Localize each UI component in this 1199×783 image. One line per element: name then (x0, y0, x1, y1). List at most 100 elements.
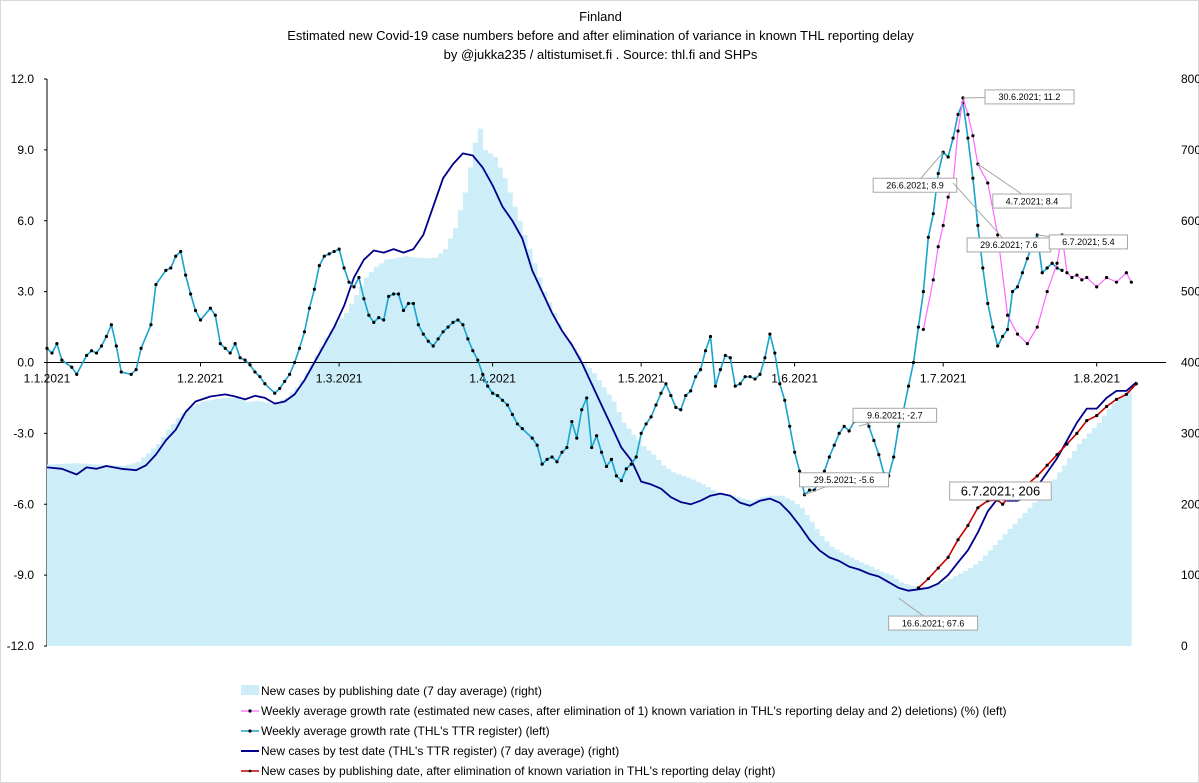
bar (91, 464, 97, 646)
data-point (956, 538, 960, 542)
bar (304, 373, 310, 646)
bar (66, 463, 73, 646)
bar (324, 337, 330, 646)
data-point (535, 443, 539, 447)
data-point (89, 349, 94, 353)
data-point (114, 344, 118, 348)
bar (1116, 397, 1122, 646)
bar (789, 500, 795, 646)
bar (220, 397, 226, 646)
bar (859, 562, 865, 646)
bar (245, 402, 251, 646)
bar (279, 399, 285, 646)
data-point (708, 334, 713, 339)
bar (1086, 433, 1093, 646)
data-point (931, 212, 935, 216)
legend-swatch-cyan (241, 729, 259, 733)
bar (1047, 486, 1053, 646)
data-point (1085, 275, 1089, 280)
left-tick-label: 9.0 (17, 143, 34, 157)
data-point (1055, 453, 1059, 457)
bar (774, 495, 781, 646)
bar (314, 355, 320, 646)
legend-label-cyan: Weekly average growth rate (THL's TTR re… (261, 724, 550, 738)
bar (992, 545, 998, 646)
data-point (842, 424, 846, 428)
data-point (94, 351, 99, 355)
data-point (788, 424, 792, 428)
data-point (986, 301, 990, 306)
callout-label: 29.5.2021; -5.6 (814, 475, 875, 485)
bar (720, 494, 726, 646)
bar (1121, 394, 1127, 646)
data-point (322, 254, 326, 258)
bar (601, 387, 607, 646)
bar (740, 498, 746, 646)
bar (670, 472, 677, 646)
data-point (763, 356, 767, 360)
bar (294, 387, 300, 646)
data-point (634, 455, 638, 459)
data-point (515, 422, 519, 426)
data-point (916, 586, 921, 590)
data-point (1114, 280, 1119, 284)
plot-area: 12.0 9.0 6.0 3.0 0.0 -3.0 -6.0 -9.0 -12.0 800 700 6… (7, 72, 1199, 653)
data-point (1104, 404, 1109, 409)
data-point (1114, 397, 1119, 401)
data-point (976, 223, 980, 228)
left-tick-label: -6.0 (13, 497, 34, 511)
data-point (1045, 266, 1049, 270)
data-point (575, 436, 579, 440)
bar (690, 479, 696, 646)
data-point (283, 379, 287, 383)
bar (685, 477, 691, 646)
data-point (743, 375, 747, 379)
bar (309, 364, 315, 646)
data-point (1050, 261, 1054, 265)
data-point (639, 431, 643, 435)
bar (61, 463, 68, 646)
data-point (1035, 474, 1039, 478)
bar (383, 259, 389, 646)
data-point (966, 112, 970, 117)
bar (962, 570, 969, 646)
bar (532, 263, 538, 646)
data-point (119, 370, 123, 374)
bar (854, 559, 860, 646)
bar (581, 362, 587, 646)
bar (170, 423, 177, 646)
right-tick-label: 300 (1181, 426, 1199, 440)
data-point (911, 360, 916, 365)
bar (388, 259, 394, 646)
data-point (179, 249, 183, 254)
data-point (312, 287, 316, 291)
data-point (85, 353, 89, 358)
data-point (1095, 285, 1099, 289)
bar (254, 400, 261, 646)
data-point (590, 445, 594, 450)
data-point (302, 330, 307, 334)
bar (888, 575, 894, 646)
callout-label: 6.7.2021; 5.4 (1062, 237, 1115, 247)
data-point (916, 325, 921, 329)
data-point (679, 408, 683, 412)
callout-label: 16.6.2021; 67.6 (902, 618, 965, 628)
bar (487, 153, 493, 646)
left-tick-label: -12.0 (7, 639, 35, 653)
data-point (570, 419, 574, 424)
bar (755, 498, 761, 646)
bar (730, 495, 736, 646)
x-tick-label: 1.4.2021 (469, 372, 516, 386)
data-point (1095, 414, 1099, 418)
bar (502, 178, 508, 646)
data-point (832, 443, 836, 447)
bar (611, 401, 617, 646)
data-point (367, 313, 371, 317)
data-point (332, 249, 336, 254)
bar (438, 253, 444, 647)
data-point (342, 266, 346, 270)
bar (56, 463, 63, 646)
bar (467, 167, 474, 646)
bar (943, 581, 949, 646)
bar (423, 258, 429, 646)
